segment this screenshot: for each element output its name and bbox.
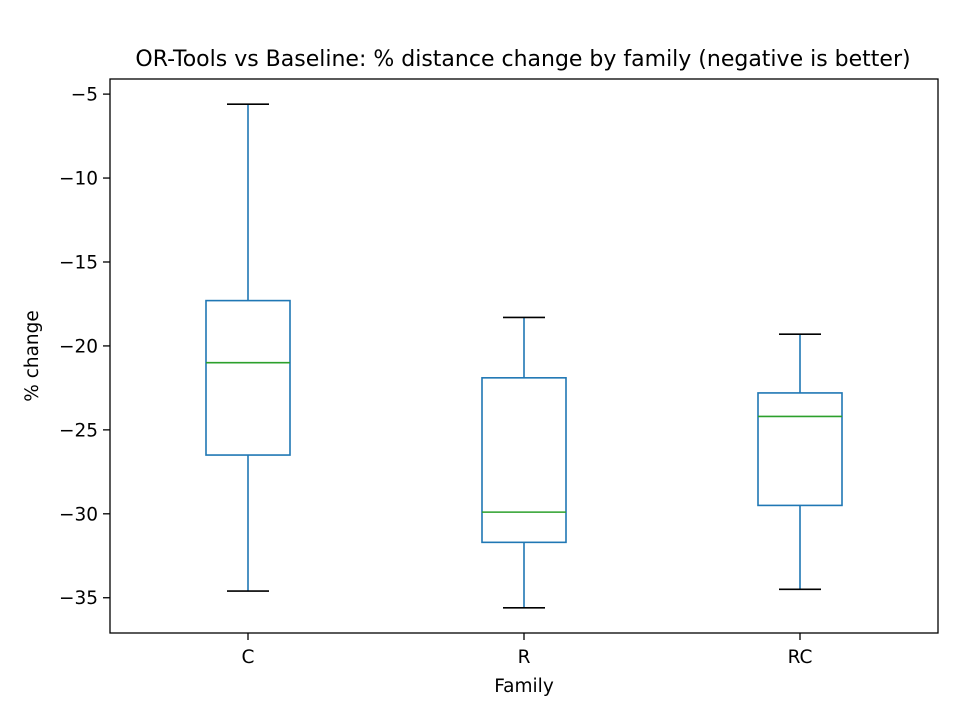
box-rc (757, 333, 843, 591)
box-body-rc (757, 392, 843, 507)
y-tick-label: −35 (59, 588, 98, 609)
chart-title: OR-Tools vs Baseline: % distance change … (135, 47, 910, 72)
y-axis: −5 −10 −15 −20 −25 −30 −35 (59, 85, 110, 609)
y-tick-label: −20 (59, 336, 98, 357)
y-tick-label: −25 (59, 420, 98, 441)
y-tick-label: −5 (71, 85, 98, 106)
box-c (205, 103, 291, 592)
box-body-r (481, 377, 567, 544)
y-tick-label: −15 (59, 252, 98, 273)
x-axis: C R RC (242, 633, 813, 668)
y-tick-label: −10 (59, 169, 98, 190)
y-axis-label: % change (22, 310, 43, 402)
box-body-c (205, 299, 291, 456)
box-r (481, 316, 567, 609)
x-tick-label-rc: RC (788, 647, 813, 668)
x-tick-label-r: R (518, 647, 531, 668)
box-plot-group (205, 103, 843, 609)
x-axis-label: Family (494, 676, 554, 697)
x-tick-label-c: C (242, 647, 255, 668)
y-tick-label: −30 (59, 504, 98, 525)
